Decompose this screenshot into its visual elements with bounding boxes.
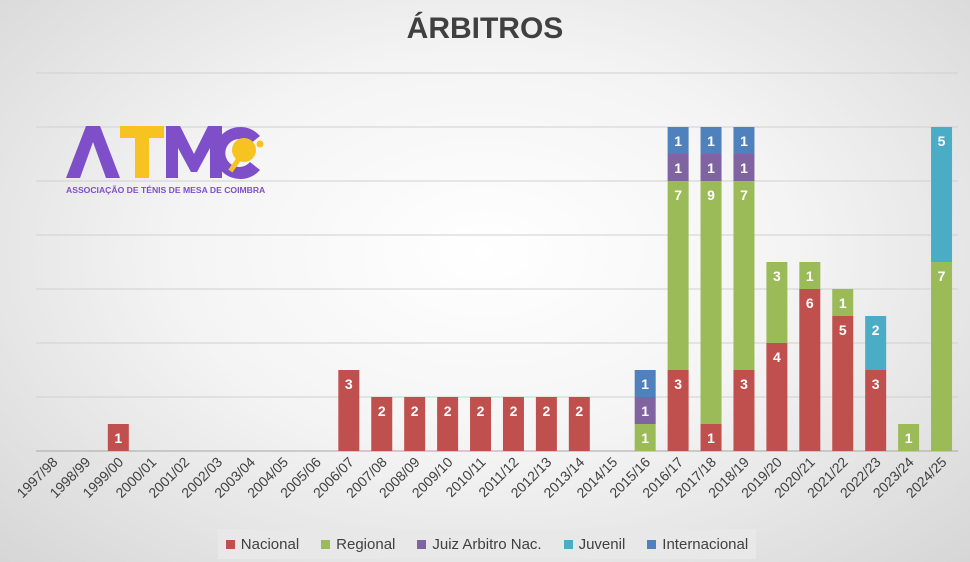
data-label: 1: [641, 376, 649, 392]
data-label: 2: [444, 403, 452, 419]
data-label: 1: [707, 133, 715, 149]
data-label: 3: [740, 376, 748, 392]
data-label: 3: [345, 376, 353, 392]
bar-segment: [832, 316, 854, 451]
data-label: 5: [938, 133, 946, 149]
legend: Nacional Regional Juiz Arbitro Nac. Juvenil…: [218, 529, 756, 559]
data-label: 1: [707, 160, 715, 176]
data-label: 2: [575, 403, 583, 419]
data-label: 5: [839, 322, 847, 338]
bar-segment: [700, 127, 722, 154]
data-label: 7: [938, 268, 946, 284]
bar-segment: [733, 181, 755, 370]
data-label: 2: [378, 403, 386, 419]
data-label: 4: [773, 349, 781, 365]
legend-item: Internacional: [647, 536, 748, 553]
data-label: 1: [114, 430, 122, 446]
data-label: 7: [740, 187, 748, 203]
bar-segment: [799, 262, 821, 289]
legend-label: Juvenil: [578, 535, 626, 553]
data-label: 1: [740, 160, 748, 176]
logo-subtitle: ASSOCIAÇÃO DE TÉNIS DE MESA DE COIMBRA: [66, 185, 265, 195]
data-label: 1: [641, 403, 649, 419]
bar-segment: [667, 154, 689, 181]
bar-segment: [832, 289, 854, 316]
bar-segment: [634, 370, 656, 397]
data-label: 1: [740, 133, 748, 149]
bar-segment: [535, 397, 557, 451]
legend-item: Juvenil: [563, 535, 626, 553]
legend-label: Nacional: [240, 535, 300, 553]
legend-swatch: [563, 539, 573, 549]
bar-segment: [502, 397, 524, 451]
bar-segment: [733, 127, 755, 154]
bar-segment: [733, 154, 755, 181]
chart-title: ÁRBITROS: [406, 12, 564, 45]
data-label: 6: [806, 295, 814, 311]
legend-item: Juiz Arbitro Nac.: [417, 535, 542, 553]
data-label: 1: [839, 295, 847, 311]
data-label: 1: [641, 430, 649, 446]
bar-segment: [338, 370, 360, 451]
bar-segment: [667, 127, 689, 154]
data-label: 1: [674, 160, 682, 176]
legend-label: Internacional: [662, 535, 749, 553]
bar-segment: [470, 397, 492, 451]
x-axis-labels: 1997/981998/991999/002000/012001/022002/…: [13, 454, 949, 501]
legend-swatch: [417, 539, 427, 549]
bar-segment: [371, 397, 393, 451]
bar-segment: [733, 370, 755, 451]
data-label: 9: [707, 187, 715, 203]
data-label: 2: [542, 403, 550, 419]
legend-swatch: [225, 539, 235, 549]
bar-segment: [107, 424, 129, 451]
bar-segment: [865, 316, 887, 370]
bar-segment: [634, 424, 656, 451]
atmc-logo: ASSOCIAÇÃO DE TÉNIS DE MESA DE COIMBRA: [64, 120, 274, 205]
data-label: 3: [674, 376, 682, 392]
bar-segment: [667, 181, 689, 370]
legend-label: Regional: [336, 535, 396, 553]
bar-segment: [931, 127, 953, 262]
data-label: 7: [674, 187, 682, 203]
bar-segment: [437, 397, 459, 451]
bar-segment: [700, 154, 722, 181]
bar-segment: [667, 370, 689, 451]
bar-segment: [766, 262, 788, 343]
bar-segment: [931, 262, 953, 451]
bar-segment: [898, 424, 920, 451]
data-label: 2: [872, 322, 880, 338]
legend-swatch: [647, 539, 657, 549]
data-label: 1: [806, 268, 814, 284]
data-label: 3: [773, 268, 781, 284]
bar-segment: [700, 424, 722, 451]
data-label: 2: [411, 403, 419, 419]
legend-item: Nacional: [225, 535, 300, 553]
bar-segment: [568, 397, 590, 451]
data-label: 2: [510, 403, 518, 419]
data-label: 3: [872, 376, 880, 392]
bar-segment: [865, 370, 887, 451]
data-label: 1: [905, 430, 913, 446]
gridlines: [36, 72, 958, 452]
bar-segment: [404, 397, 426, 451]
data-label: 2: [477, 403, 485, 419]
bar-segment: [766, 343, 788, 451]
bar-segment: [634, 397, 656, 424]
data-label: 1: [707, 430, 715, 446]
legend-item: Regional: [321, 536, 395, 553]
bar-segment: [700, 181, 722, 424]
bar-segment: [799, 289, 821, 451]
legend-swatch: [321, 539, 331, 549]
data-label: 1: [674, 133, 682, 149]
legend-label: Juiz Arbitro Nac.: [432, 535, 542, 553]
